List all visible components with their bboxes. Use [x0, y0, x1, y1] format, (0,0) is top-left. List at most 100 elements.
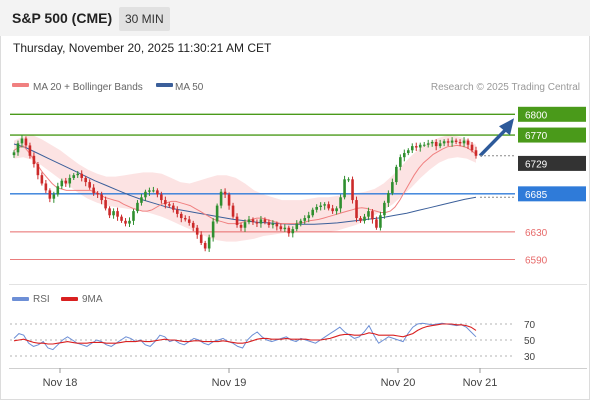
candle — [287, 225, 291, 237]
candle-body — [223, 191, 227, 195]
candle — [124, 218, 127, 227]
candle — [48, 188, 52, 203]
candle-body — [231, 205, 235, 217]
candle — [227, 192, 231, 210]
candle — [104, 196, 107, 211]
candle — [128, 217, 131, 228]
candle-body — [387, 193, 390, 203]
candle-body — [160, 194, 163, 201]
level-value: 6770 — [525, 131, 548, 142]
candle — [140, 193, 143, 206]
candle — [426, 139, 430, 148]
candle-body — [307, 215, 311, 219]
candle-body — [56, 186, 60, 195]
candle-body — [414, 146, 418, 148]
candle — [76, 171, 80, 178]
candle-body — [100, 194, 103, 201]
rsi-legend: RSI 9MA — [12, 294, 103, 305]
candle-body — [40, 175, 44, 184]
candle — [291, 226, 295, 238]
candle-body — [140, 197, 143, 203]
candle-body — [462, 140, 466, 144]
candle-body — [367, 211, 370, 217]
candle — [462, 137, 466, 147]
candle-body — [287, 227, 291, 234]
candle — [371, 209, 374, 224]
candle — [235, 213, 239, 228]
candle-body — [426, 143, 430, 145]
x-axis-line — [9, 368, 587, 369]
ma50-legend-label: MA 50 — [175, 82, 204, 93]
candle — [215, 203, 219, 224]
candle — [430, 139, 434, 147]
candle-body — [164, 200, 167, 205]
bollinger-legend-swatch — [12, 83, 29, 87]
level-label-6590: 6590 — [525, 256, 548, 267]
candle-body — [470, 144, 474, 151]
candle-body — [406, 150, 410, 154]
x-tick-label: Nov 18 — [43, 377, 78, 389]
candle — [323, 202, 326, 210]
candle — [60, 178, 64, 189]
candle — [263, 217, 267, 225]
candle-body — [299, 220, 303, 224]
candle — [136, 200, 139, 214]
candle-body — [422, 144, 426, 146]
candle-body — [48, 190, 52, 199]
candle-body — [203, 242, 207, 249]
pane-divider — [9, 284, 587, 285]
candle — [259, 215, 263, 228]
candle — [295, 220, 299, 232]
candle — [56, 182, 60, 197]
candle — [466, 138, 470, 149]
candle — [387, 190, 390, 207]
candle-body — [172, 205, 175, 210]
candle — [96, 191, 99, 198]
candle-body — [335, 208, 338, 212]
candle-body — [207, 237, 211, 249]
candle — [32, 152, 36, 168]
candle — [164, 196, 167, 209]
candle — [279, 223, 283, 232]
candle-body — [104, 200, 107, 209]
candle-body — [148, 190, 151, 192]
level-value: 6800 — [525, 110, 548, 121]
candle-body — [211, 221, 215, 238]
rsi-legend-label: RSI — [33, 294, 50, 305]
candle — [183, 215, 187, 222]
bollinger-legend-label: MA 20 + Bollinger Bands — [33, 82, 143, 93]
level-value: 6685 — [525, 190, 548, 201]
interval-badge[interactable]: 30 MIN — [119, 7, 170, 31]
candle — [303, 215, 307, 225]
level-label-6800: 6800 — [518, 106, 586, 122]
candle — [207, 234, 211, 252]
timestamp: Thursday, November 20, 2025 11:30:21 AM … — [13, 41, 272, 55]
candle-body — [430, 141, 434, 144]
rsi-tick-50: 50 — [524, 336, 536, 347]
candle — [20, 135, 24, 148]
level-label-6729: 6729 — [518, 155, 586, 171]
candle — [299, 218, 303, 227]
candle-body — [116, 211, 119, 217]
candle-body — [355, 200, 358, 219]
candle — [211, 218, 215, 242]
candle — [80, 170, 84, 182]
candle-body — [28, 145, 32, 156]
rsi-tick-70: 70 — [524, 320, 536, 331]
candle — [68, 174, 72, 188]
candle — [108, 206, 111, 219]
candle-body — [128, 220, 131, 224]
price-legend: MA 20 + Bollinger Bands MA 50 Research ©… — [12, 82, 580, 93]
candle — [319, 202, 322, 211]
candle-body — [319, 205, 322, 207]
level-labels: 6800 6770 6729 6685 6630 6590 — [518, 106, 586, 267]
candle — [223, 188, 227, 198]
candle-body — [454, 140, 458, 142]
candle-body — [255, 222, 259, 224]
candle-body — [239, 224, 243, 228]
level-label-6770: 6770 — [518, 127, 586, 143]
instrument-title: S&P 500 (CME) — [12, 10, 113, 26]
candle-body — [227, 194, 231, 206]
candle — [446, 138, 450, 147]
